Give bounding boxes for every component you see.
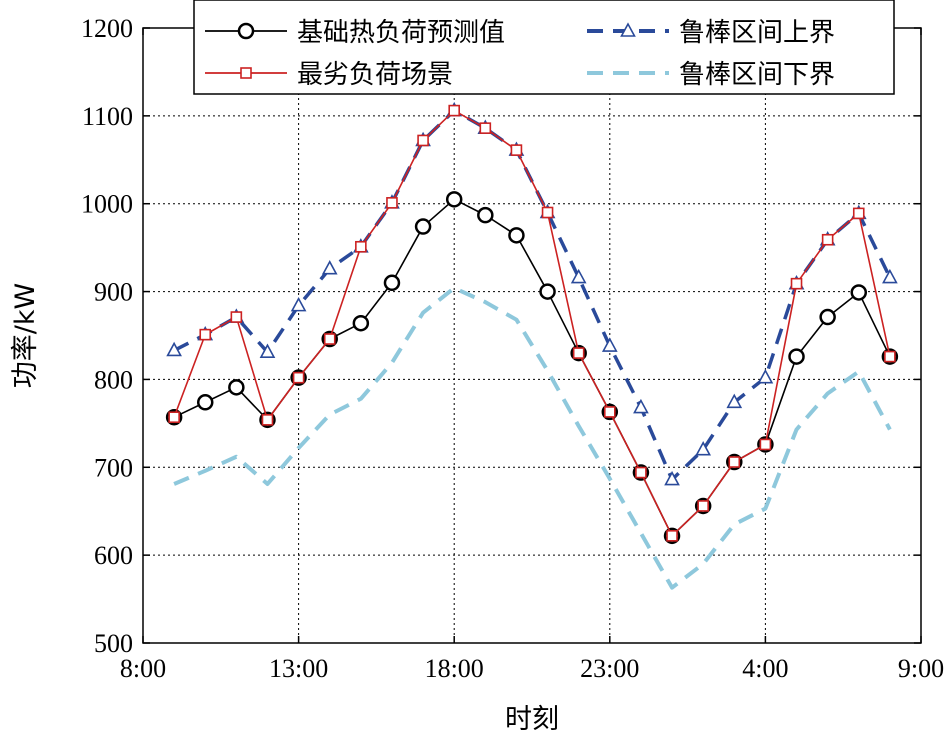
data-point	[321, 260, 338, 275]
data-point	[352, 314, 370, 332]
data-point	[603, 406, 616, 418]
axis-ticks: 500 600 700 800 900 1000 1100 1200 8:00 13:00 18:0…	[81, 14, 944, 683]
data-point	[261, 414, 274, 426]
data-point	[386, 197, 398, 209]
data-point	[819, 308, 836, 326]
y-tick-label: 900	[94, 278, 133, 307]
legend-label: 基础热负荷预测值	[297, 18, 505, 48]
y-tick-label: 1000	[81, 190, 133, 219]
grid-lines	[143, 28, 921, 643]
data-point	[448, 104, 461, 117]
data-point	[196, 394, 214, 411]
series-layer	[165, 101, 899, 590]
data-point	[570, 268, 587, 284]
data-point	[323, 333, 336, 345]
x-tick-label: 23:00	[580, 654, 639, 683]
data-point	[882, 268, 898, 284]
data-point	[292, 371, 305, 384]
plot-frame	[142, 27, 922, 644]
y-tick-label: 1100	[82, 102, 133, 131]
data-point	[539, 283, 556, 300]
data-point	[633, 398, 649, 414]
data-point	[601, 337, 618, 352]
legend-marker	[237, 22, 255, 40]
y-tick-label: 500	[94, 629, 133, 658]
data-point	[541, 206, 554, 219]
x-tick-label: 4:00	[742, 654, 788, 683]
data-point	[572, 347, 585, 359]
data-point	[635, 466, 647, 479]
series-1	[165, 191, 899, 545]
series-2	[168, 104, 896, 542]
y-tick-label: 600	[94, 541, 133, 570]
data-point	[726, 393, 743, 409]
legend-label: 最劣负荷场景	[297, 60, 453, 90]
series-4	[173, 286, 892, 590]
data-point	[355, 240, 367, 253]
data-point	[228, 379, 245, 396]
data-point	[821, 233, 834, 246]
x-tick-label: 8:00	[120, 654, 166, 683]
data-point	[666, 530, 678, 542]
data-point	[510, 144, 523, 156]
legend-label: 鲁棒区间下界	[679, 60, 835, 90]
data-point	[166, 341, 182, 357]
legend-label: 鲁棒区间上界	[679, 18, 835, 48]
data-point	[728, 456, 741, 468]
data-point	[884, 350, 896, 363]
data-point	[445, 191, 463, 208]
data-point	[259, 343, 276, 358]
data-point	[414, 218, 432, 235]
data-point	[199, 328, 212, 341]
legend-box	[193, 0, 895, 95]
legend-entry: 基础热负荷预测值	[205, 18, 505, 48]
y-axis-title: 功率/kW	[10, 283, 41, 388]
x-tick-label: 13:00	[269, 654, 328, 683]
series-line	[173, 108, 892, 482]
data-point	[417, 134, 429, 147]
data-point	[383, 274, 401, 292]
data-point	[508, 227, 525, 244]
series-3	[166, 101, 898, 486]
data-point	[290, 296, 307, 312]
legend-marker	[240, 67, 252, 79]
data-point	[697, 500, 709, 512]
data-point	[230, 311, 243, 323]
series-line	[173, 286, 892, 590]
data-point	[757, 368, 774, 384]
data-point	[852, 207, 865, 220]
y-tick-label: 1200	[81, 14, 133, 43]
data-point	[664, 470, 680, 486]
data-point	[479, 122, 492, 134]
x-axis-title: 时刻	[505, 704, 559, 735]
legend-entry: 最劣负荷场景	[205, 60, 453, 90]
y-tick-label: 800	[94, 365, 133, 394]
x-tick-label: 18:00	[425, 654, 484, 683]
data-point	[850, 284, 868, 301]
x-tick-label: 9:00	[898, 654, 944, 683]
data-point	[759, 438, 772, 451]
legend-entry: 鲁棒区间上界	[587, 18, 835, 48]
series-line	[173, 198, 891, 537]
data-point	[168, 411, 180, 424]
legend-entry: 鲁棒区间下界	[587, 60, 835, 90]
y-tick-label: 700	[94, 453, 133, 482]
data-point	[790, 277, 803, 290]
data-point	[477, 206, 494, 224]
data-point	[695, 441, 712, 456]
data-point	[788, 348, 805, 365]
legend-marker	[620, 22, 636, 37]
series-line	[173, 109, 891, 537]
